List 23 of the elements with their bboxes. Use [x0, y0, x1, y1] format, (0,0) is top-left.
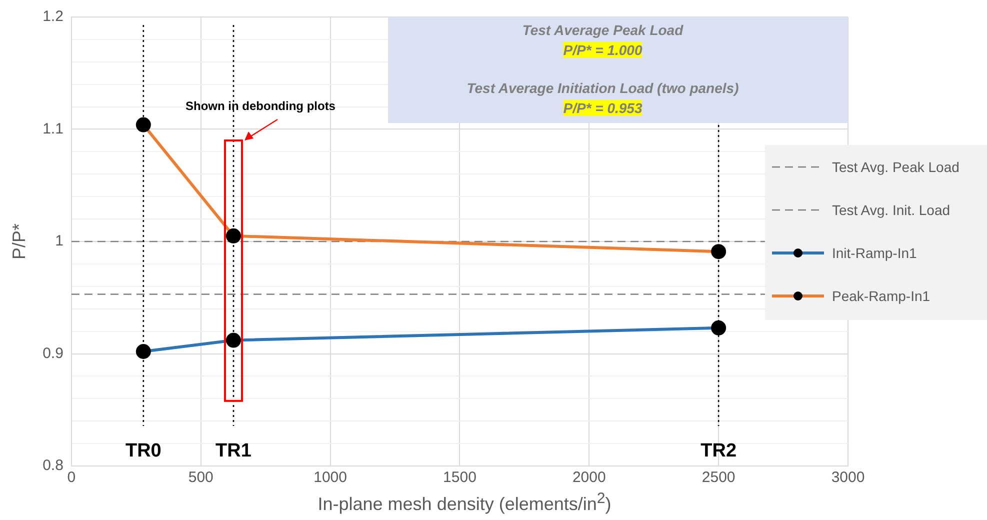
annotation: Test Average Initiation Load (two panels) — [466, 80, 739, 96]
x-tick-label: 1500 — [443, 469, 476, 486]
y-axis-title: P/P* — [8, 223, 29, 260]
x-tick-label: 3000 — [831, 469, 865, 486]
x-tick-label: 1000 — [314, 469, 347, 486]
y-tick-label: 0.8 — [42, 457, 64, 474]
ref-line-label: TR2 — [700, 440, 737, 462]
y-tick-label: 1.2 — [42, 8, 64, 26]
legend-label: Peak-Ramp-In1 — [832, 288, 930, 304]
y-tick-label: 1.1 — [42, 120, 64, 138]
legend-label: Init-Ramp-In1 — [832, 244, 917, 260]
legend-label: Test Avg. Peak Load — [832, 158, 960, 174]
annotation: Test Average Peak Load — [522, 22, 684, 38]
ref-line-label: TR1 — [216, 440, 252, 462]
x-tick-label: 0 — [67, 469, 76, 486]
x-tick-label: 2000 — [572, 469, 606, 486]
x-tick-label: 2500 — [702, 469, 736, 486]
ref-line-label: TR0 — [125, 440, 162, 462]
x-tick-label: 500 — [188, 469, 214, 486]
legend-label: Test Avg. Init. Load — [832, 202, 950, 218]
x-axis-title: In-plane mesh density (elements/in$^{2}$) — [316, 490, 612, 515]
y-tick-label: 0.9 — [42, 344, 64, 362]
y-tick-label: 1 — [55, 232, 64, 250]
